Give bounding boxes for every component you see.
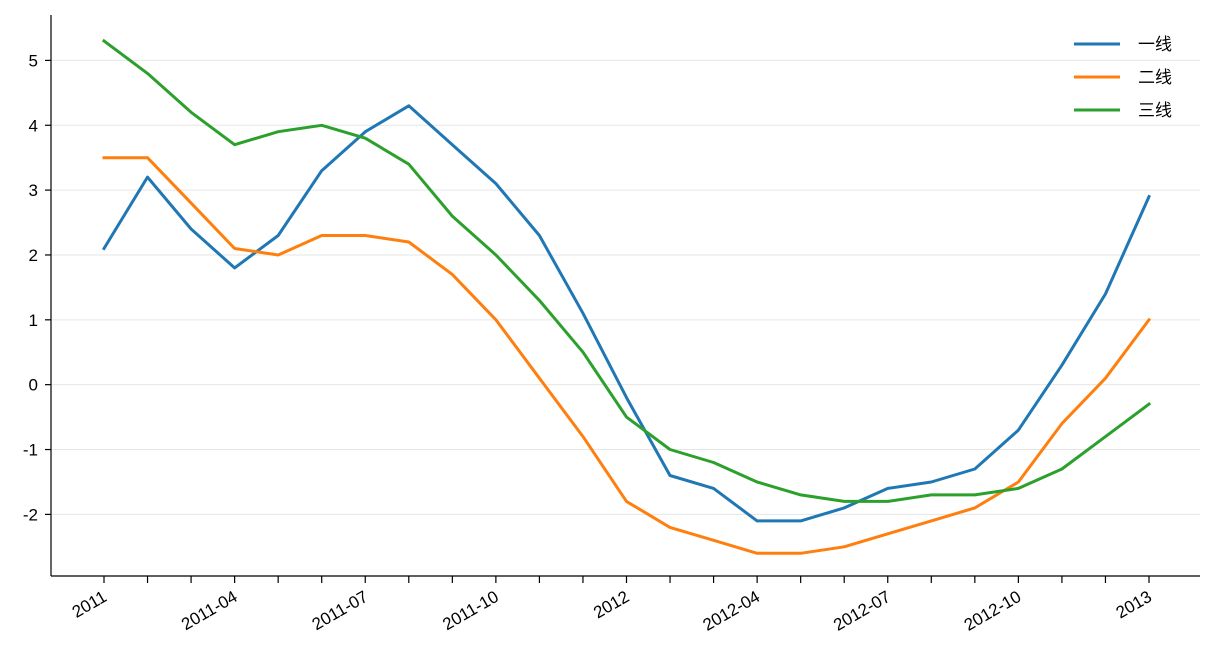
x-tick-label: 2011-04: [178, 587, 240, 634]
x-ticks: 2011 2011-04 2011-07 2011-10 2012 2012-04 2012…: [69, 576, 1155, 635]
x-tick-label: 2012-04: [700, 587, 764, 635]
y-tick-label: 0: [29, 376, 38, 395]
x-tick-label: 2011-10: [439, 587, 501, 634]
x-tick-label: 2013: [1113, 587, 1155, 622]
y-tick-label: 1: [29, 311, 38, 330]
series-line-3: [101, 38, 1152, 503]
axes: [50, 15, 1200, 577]
x-tick-label: 2011-07: [309, 587, 371, 634]
x-tick-label: 2012-07: [830, 587, 894, 635]
legend-label: 三线: [1138, 101, 1172, 121]
gridlines: [51, 59, 1200, 515]
series-line-1: [101, 104, 1151, 523]
x-tick-label: 2011: [69, 587, 110, 622]
x-tick-label: 2012: [590, 587, 632, 622]
y-tick-label: 5: [29, 51, 38, 70]
series-line-2: [102, 156, 1152, 555]
x-tick-label: 2012-10: [961, 587, 1025, 635]
series-lines: [101, 38, 1152, 555]
y-tick-label: -2: [23, 505, 38, 524]
y-tick-label: -1: [23, 441, 38, 460]
y-ticks: 5 4 3 2 1 0 -1 -2: [23, 51, 51, 524]
legend-label: 一线: [1138, 35, 1172, 55]
y-tick-label: 4: [29, 116, 38, 135]
y-tick-label: 2: [29, 246, 38, 265]
legend-label: 二线: [1138, 68, 1172, 88]
y-tick-label: 3: [29, 181, 38, 200]
